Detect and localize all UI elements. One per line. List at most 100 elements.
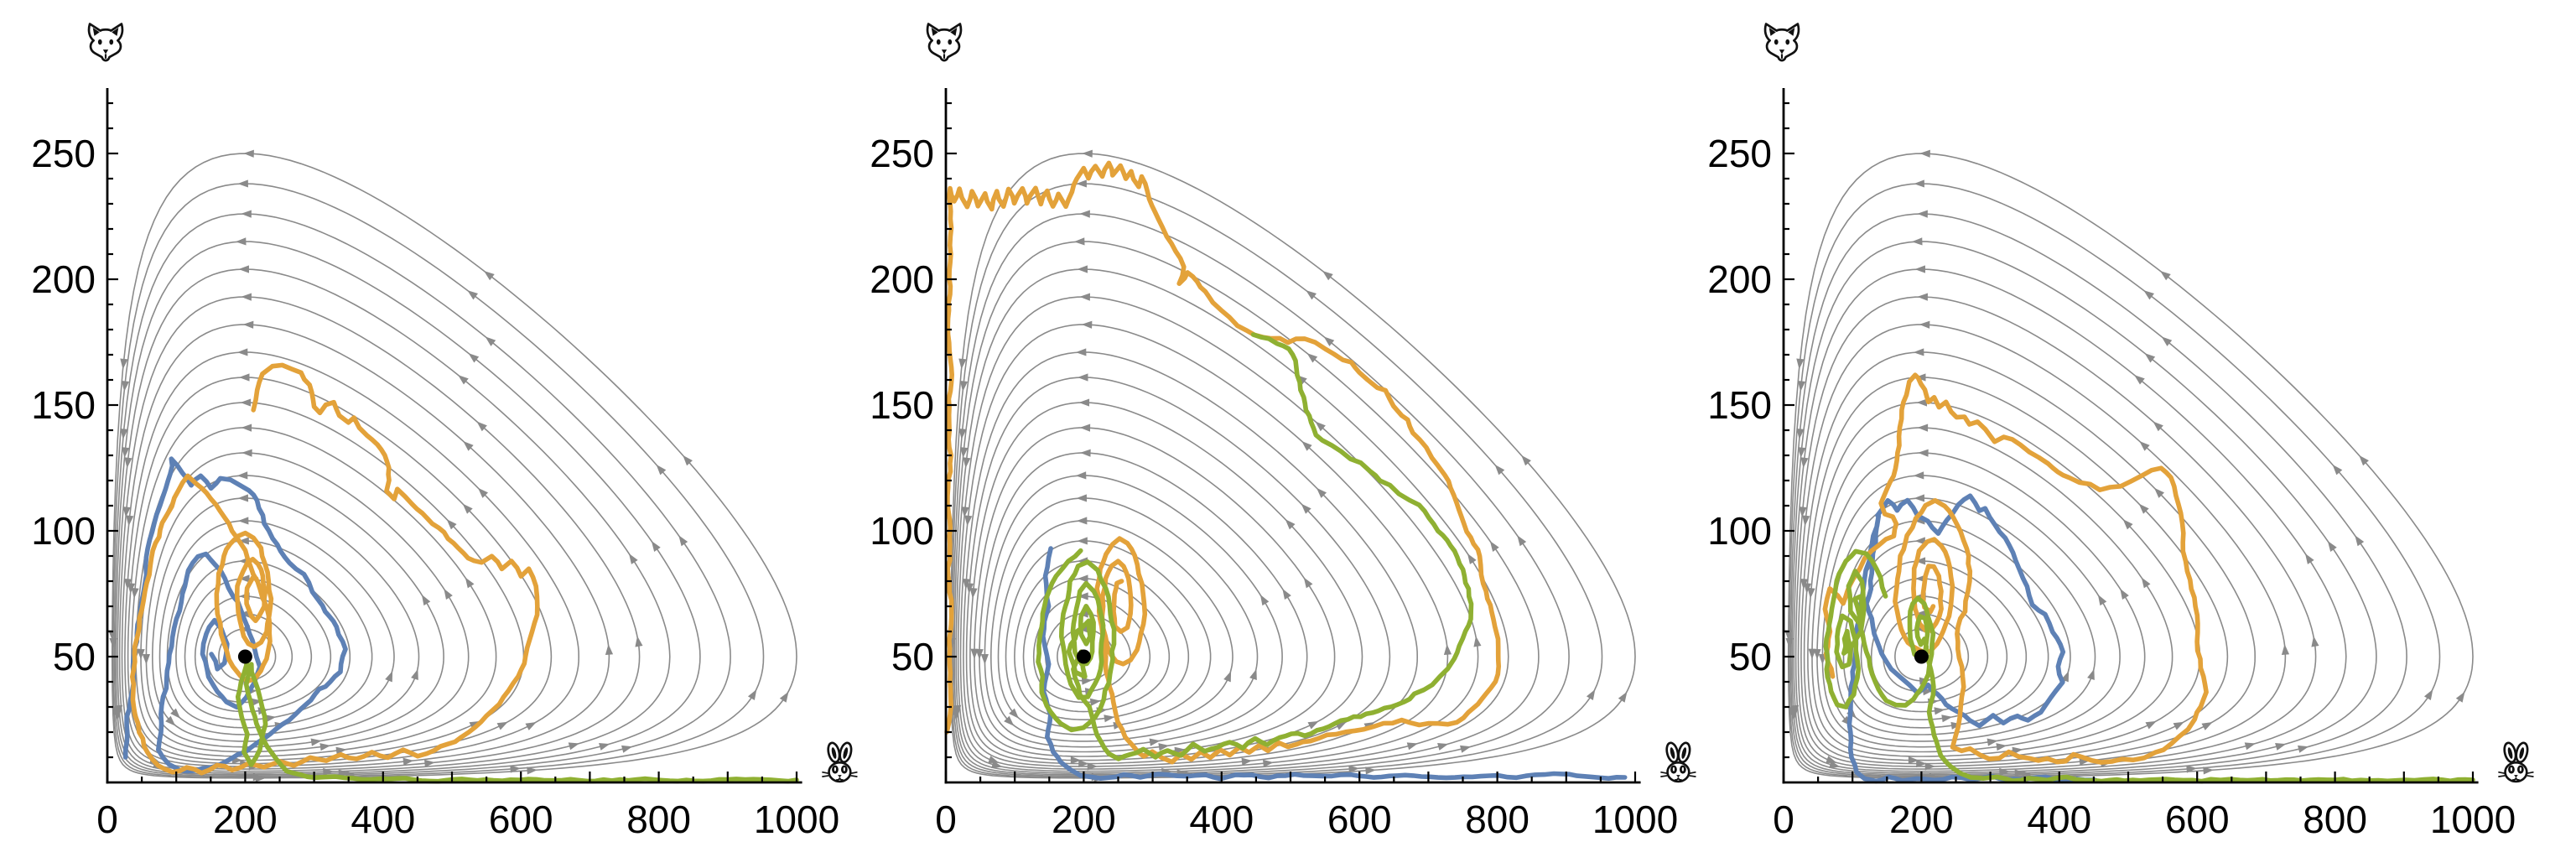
flow-arrowhead xyxy=(1813,648,1821,660)
flow-arrowhead xyxy=(2186,765,2198,773)
flow-arrowhead xyxy=(1080,449,1091,457)
flow-orbit xyxy=(117,268,671,774)
flow-arrowhead xyxy=(1802,515,1810,527)
flow-arrowhead xyxy=(969,587,978,599)
flow-arrowhead xyxy=(1796,429,1805,439)
flow-arrowhead xyxy=(2079,757,2090,766)
flow-arrowhead xyxy=(122,507,131,518)
flow-arrowhead xyxy=(1075,348,1087,356)
flow-arrowhead xyxy=(1784,630,1793,641)
flow-orbit xyxy=(1014,560,1190,720)
flow-arrowhead xyxy=(1009,708,1019,719)
flow-arrowhead xyxy=(319,743,331,751)
flow-arrowhead xyxy=(131,587,139,599)
flow-arrowhead xyxy=(1785,638,1794,649)
flow-arrowhead xyxy=(1081,677,1093,685)
flow-orbit xyxy=(959,324,1449,770)
rabbit-nose xyxy=(838,775,842,778)
flow-arrowhead xyxy=(958,429,967,439)
flow-arrowhead xyxy=(142,653,150,665)
flow-orbit xyxy=(206,613,293,693)
flow-arrowhead xyxy=(124,457,132,469)
fox-ear-right xyxy=(950,28,958,36)
flow-arrowhead xyxy=(628,553,638,564)
flow-arrowhead xyxy=(599,742,610,751)
fox-icon xyxy=(87,23,124,62)
tick-labels: 0 200 400 600 800 1000 50 100 150 200 250 xyxy=(1707,132,2516,841)
flow-arrowhead xyxy=(1919,149,1930,158)
flow-arrowhead xyxy=(1087,762,1098,771)
flow-arrowhead xyxy=(477,487,489,498)
flow-arrowhead xyxy=(2153,487,2165,498)
flow-arrowhead xyxy=(621,745,633,753)
flow-arrowhead xyxy=(1079,424,1091,432)
flow-arrowhead xyxy=(1803,583,1812,595)
rabbit-whiskers-left xyxy=(822,771,829,777)
flow-arrowhead xyxy=(958,358,967,370)
flow-arrowhead xyxy=(2203,766,2215,775)
y-tick-label: 150 xyxy=(870,383,934,427)
flow-arrowhead xyxy=(241,293,252,301)
fox-ear-right xyxy=(112,28,119,36)
y-tick-label: 200 xyxy=(1707,257,1772,301)
fox-icon xyxy=(1763,23,1800,62)
flow-arrowhead xyxy=(242,449,252,457)
rabbit-nose xyxy=(1676,775,1680,778)
stochastic-trajectories xyxy=(944,160,1628,782)
rabbit-eye-right-glint xyxy=(843,766,845,772)
flow-arrowhead xyxy=(1241,757,1253,766)
flow-arrowhead xyxy=(1437,742,1449,751)
flow-arrowhead xyxy=(2298,745,2309,753)
flow-arrowhead xyxy=(1249,668,1257,681)
flow-arrowhead xyxy=(238,537,249,545)
flow-arrowhead xyxy=(126,515,134,527)
flow-arrowhead xyxy=(122,447,130,459)
flow-arrowhead xyxy=(1306,353,1318,363)
flow-arrowhead xyxy=(1913,348,1924,356)
flow-orbit xyxy=(1852,560,2028,720)
flow-arrowhead xyxy=(747,689,757,701)
flow-arrowhead xyxy=(1914,557,1926,565)
fox-eye-left xyxy=(97,39,102,45)
flow-arrows xyxy=(108,149,789,782)
flow-orbit xyxy=(140,452,470,753)
flow-arrowhead xyxy=(970,648,979,660)
flow-arrowhead xyxy=(953,704,962,716)
flow-arrowhead xyxy=(1917,293,1928,301)
flow-arrowhead xyxy=(1303,577,1313,589)
flow-arrowhead xyxy=(678,535,688,547)
flow-arrowhead xyxy=(2014,769,2026,777)
flow-arrowhead xyxy=(964,515,973,527)
y-tick-label: 50 xyxy=(1729,635,1772,678)
flow-orbit xyxy=(145,475,444,748)
x-tick-label: 400 xyxy=(2027,798,2091,841)
flow-orbit xyxy=(953,241,1540,776)
flow-arrowhead xyxy=(1826,756,1837,763)
flow-arrowhead xyxy=(656,464,667,475)
flow-arrowhead xyxy=(1618,691,1628,703)
flow-arrowhead xyxy=(2160,270,2171,281)
stochastic-trajectories xyxy=(1822,372,2475,784)
y-tick-label: 250 xyxy=(870,132,934,175)
flow-orbit xyxy=(111,153,797,779)
flow-arrowhead xyxy=(2173,721,2184,730)
rabbit-mouth xyxy=(1674,777,1683,781)
flow-arrowhead xyxy=(1285,519,1296,530)
flow-arrowhead xyxy=(1798,447,1806,459)
rabbit-eye-left-glint xyxy=(834,766,837,772)
x-tick-label: 200 xyxy=(1889,798,1954,841)
flow-arrowhead xyxy=(165,715,176,726)
flow-arrowhead xyxy=(458,375,469,385)
flow-arrowhead xyxy=(568,742,580,751)
flow-arrowhead xyxy=(1259,595,1270,606)
flow-orbit xyxy=(989,497,1259,742)
trajectory-green xyxy=(235,654,799,784)
rabbit-ear-right-inner xyxy=(843,747,849,759)
flow-arrowhead xyxy=(1081,320,1093,329)
trajectory-green xyxy=(1823,548,2475,784)
flow-arrowhead xyxy=(462,503,473,514)
rabbit-ear-left-inner xyxy=(2507,747,2513,759)
x-tick-label: 400 xyxy=(351,798,415,841)
flow-arrowhead xyxy=(2134,375,2145,385)
